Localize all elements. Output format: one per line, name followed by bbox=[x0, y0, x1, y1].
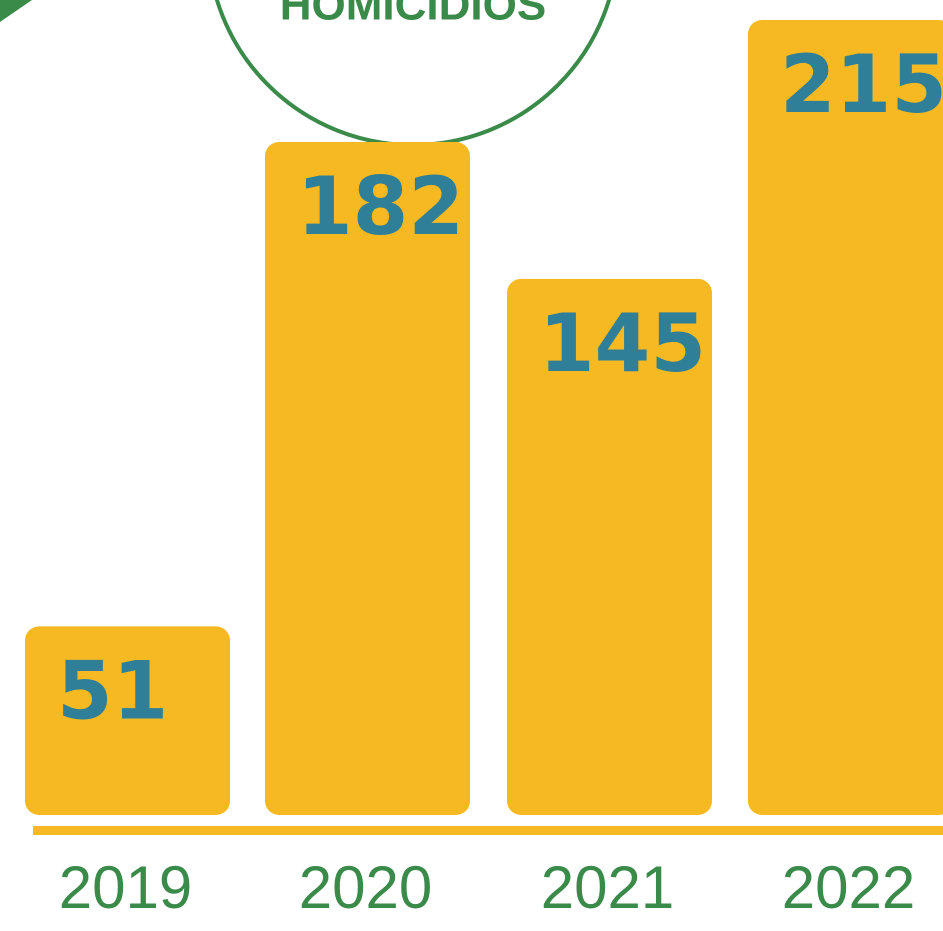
x-tick-label: 2020 bbox=[299, 854, 432, 921]
corner-decoration bbox=[0, 0, 32, 22]
data-label: 215 bbox=[780, 38, 943, 131]
bar bbox=[507, 278, 712, 815]
baseline bbox=[33, 826, 943, 835]
bar bbox=[265, 142, 470, 815]
x-tick-label: 2022 bbox=[782, 854, 915, 921]
bar bbox=[748, 20, 943, 815]
data-label: 51 bbox=[57, 644, 168, 737]
data-label: 182 bbox=[297, 160, 464, 253]
x-tick-label: 2021 bbox=[541, 854, 674, 921]
chart-title: HOMICIDIOS bbox=[280, 0, 546, 30]
data-label: 145 bbox=[539, 297, 706, 390]
bar bbox=[25, 626, 230, 815]
x-tick-label: 2019 bbox=[59, 854, 192, 921]
